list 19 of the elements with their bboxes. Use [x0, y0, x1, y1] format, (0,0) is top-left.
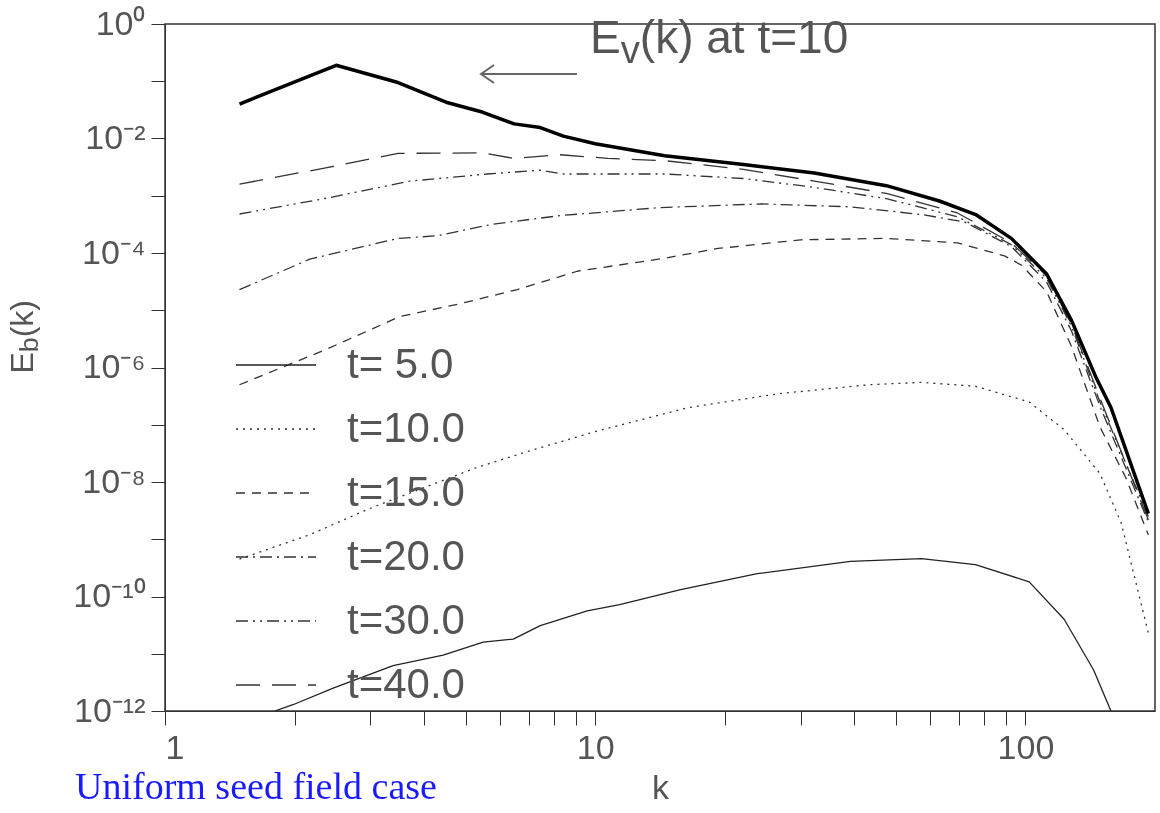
x-axis-title: k — [652, 767, 670, 806]
x-tick-label: 1 — [165, 727, 185, 766]
legend-label: t=30.0 — [347, 596, 465, 643]
legend-label: t=15.0 — [347, 468, 465, 515]
legend-label: t=40.0 — [347, 660, 465, 707]
y-tick-label: 10⁻¹⁰ — [73, 576, 146, 614]
y-tick-label: 10⁻¹² — [74, 690, 146, 729]
y-tick-label: 10⁻⁸ — [82, 461, 146, 500]
legend-label: t=10.0 — [347, 404, 465, 451]
legend-label: t=20.0 — [347, 532, 465, 579]
legend-label: t= 5.0 — [347, 340, 454, 387]
y-tick-label: 10⁻⁴ — [82, 232, 146, 271]
text: Uniform seed field case — [75, 764, 437, 808]
y-tick-label: 10⁰ — [95, 3, 146, 42]
y-tick-label: 10⁻² — [85, 118, 146, 156]
y-tick-label: 10⁻⁶ — [82, 347, 146, 385]
annotation: E$_{v}$(k) at t=10 — [590, 10, 849, 73]
x-tick-label: 10 — [576, 727, 615, 766]
x-tick-label: 100 — [997, 727, 1055, 766]
